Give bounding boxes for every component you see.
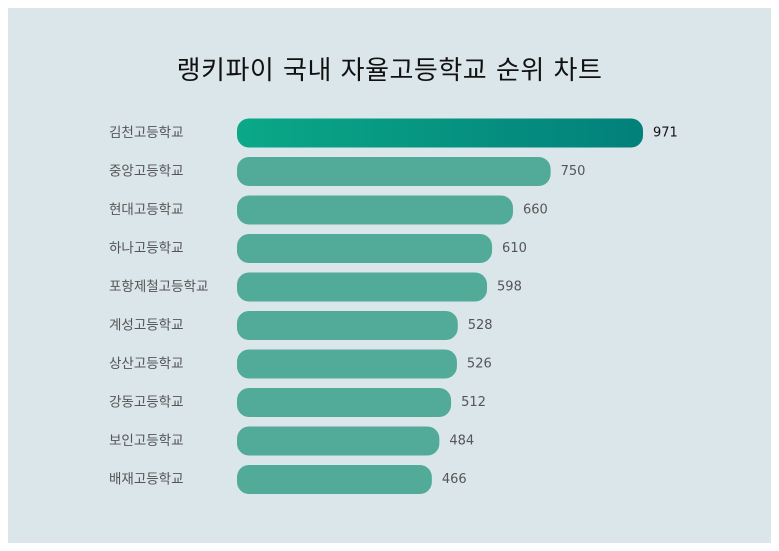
value-label: 660 — [523, 203, 548, 218]
chart-title: 랭키파이 국내 자율고등학교 순위 차트 — [176, 56, 603, 86]
category-label: 현대고등학교 — [109, 202, 184, 218]
category-label: 상산고등학교 — [109, 356, 184, 372]
bar — [237, 195, 513, 225]
bar — [237, 426, 440, 456]
bar — [237, 349, 457, 379]
value-label: 598 — [497, 280, 522, 295]
value-label: 484 — [449, 434, 474, 449]
value-label: 512 — [461, 395, 486, 410]
category-label: 하나고등학교 — [109, 241, 184, 257]
value-label: 528 — [468, 318, 493, 333]
value-label: 610 — [502, 241, 527, 256]
bar — [237, 272, 488, 302]
category-label: 강동고등학교 — [109, 395, 184, 411]
value-label: 466 — [442, 472, 467, 487]
value-label: 750 — [561, 164, 586, 179]
bar — [237, 234, 493, 263]
bar — [237, 118, 643, 148]
category-label: 중앙고등학교 — [109, 164, 184, 180]
bar — [237, 388, 452, 417]
value-label: 971 — [653, 126, 678, 141]
category-label: 배재고등학교 — [109, 472, 184, 488]
value-label: 526 — [467, 357, 492, 372]
category-label: 김천고등학교 — [109, 125, 184, 141]
category-label: 보인고등학교 — [109, 433, 184, 449]
bar — [237, 311, 458, 340]
bar — [237, 157, 551, 186]
category-label: 포항제철고등학교 — [109, 279, 208, 295]
bars-layer: 김천고등학교 971 중앙고등학교 750 현대고등학교 660 하나고등학교 610 포항제철… — [109, 118, 678, 494]
category-label: 계성고등학교 — [109, 318, 184, 334]
bar — [237, 465, 432, 494]
